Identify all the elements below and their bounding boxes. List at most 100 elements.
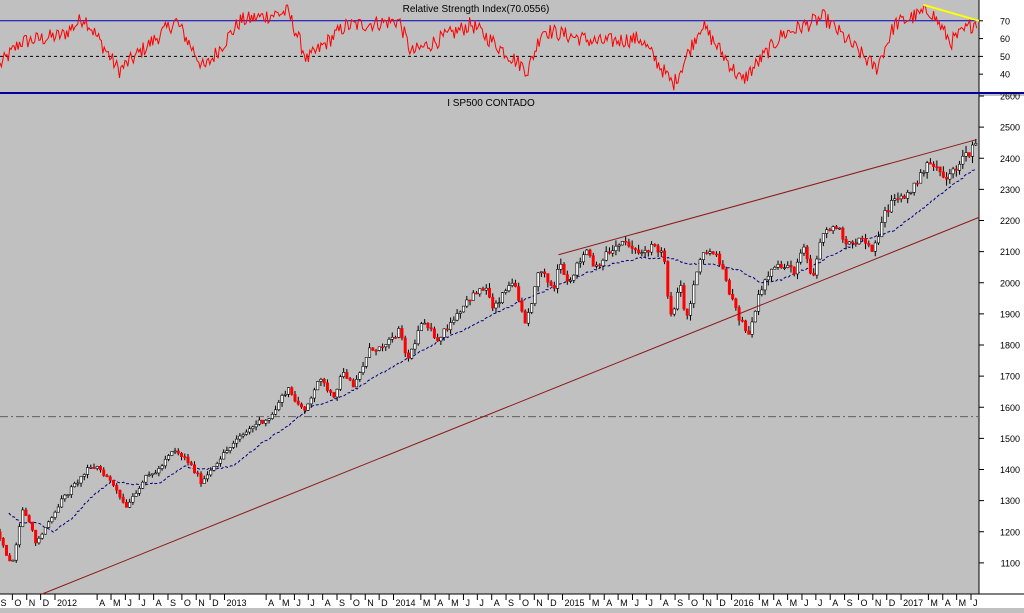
candle-up: [818, 241, 822, 260]
candle-down: [902, 195, 906, 199]
candle-down: [744, 320, 748, 332]
candle-down: [711, 251, 715, 255]
time-tick-label: J: [634, 598, 639, 608]
candle-up: [416, 330, 420, 345]
time-tick-label: S: [339, 598, 345, 608]
candle-down: [666, 261, 670, 297]
candle-up: [89, 467, 93, 469]
time-tick-label: A: [156, 598, 162, 608]
candle-up: [620, 240, 624, 246]
price-tick-label: 2500: [1000, 123, 1020, 133]
candle-down: [351, 379, 355, 388]
candle-up: [157, 468, 161, 474]
candle-up: [82, 474, 86, 477]
candle-up: [688, 303, 692, 316]
candle-up: [335, 388, 339, 398]
candle-up: [795, 261, 799, 275]
candle-down: [808, 258, 812, 274]
candle-up: [971, 144, 975, 157]
candle-down: [374, 350, 378, 352]
candle-up: [912, 182, 916, 193]
time-tick-label: 2016: [734, 598, 754, 608]
price-tick-label: 1700: [1000, 372, 1020, 382]
time-tick-label: N: [29, 598, 36, 608]
candle-up: [821, 233, 825, 243]
candle-up: [410, 348, 414, 359]
candle-down: [115, 485, 119, 491]
candle-down: [124, 501, 128, 508]
candle-up: [423, 322, 427, 325]
time-tick-label: A: [325, 598, 331, 608]
time-tick-label: M: [959, 598, 967, 608]
candle-up: [617, 244, 621, 247]
candle-down: [841, 227, 845, 240]
candle-down: [864, 238, 868, 244]
candle-up: [244, 431, 248, 435]
candle-up: [209, 469, 213, 476]
candle-up: [147, 474, 151, 477]
candle-down: [630, 245, 634, 249]
time-tick-label: 2014: [396, 598, 416, 608]
candle-down: [102, 469, 106, 476]
candle-down: [941, 171, 945, 178]
candle-down: [429, 327, 433, 330]
candle-up: [536, 272, 540, 288]
candle-down: [588, 249, 592, 256]
candle-down: [653, 244, 657, 247]
candle-up: [306, 403, 310, 411]
candle-up: [847, 241, 851, 245]
time-tick-label: 2017: [903, 598, 923, 608]
candle-down: [727, 280, 731, 295]
candle-up: [358, 372, 362, 380]
candle-down: [196, 472, 200, 475]
candle-down: [426, 322, 430, 329]
candle-up: [47, 521, 51, 528]
candle-up: [53, 511, 57, 518]
candle-down: [549, 281, 553, 286]
candle-up: [899, 195, 903, 200]
candle-down: [954, 168, 958, 171]
price-tick-label: 2200: [1000, 216, 1020, 226]
candle-down: [199, 473, 203, 484]
candle-down: [180, 452, 184, 457]
candle-down: [491, 296, 495, 309]
candle-up: [925, 162, 929, 173]
candle-up: [14, 544, 18, 561]
time-tick-label: J: [310, 598, 315, 608]
candle-down: [24, 509, 28, 516]
candle-up: [361, 366, 365, 374]
price-tick-label: 2400: [1000, 154, 1020, 164]
time-tick-label: 2012: [57, 598, 77, 608]
candle-up: [708, 251, 712, 254]
candle-up: [773, 266, 777, 270]
candle-down: [393, 336, 397, 339]
candle-up: [205, 474, 209, 480]
time-tick-label: J: [479, 598, 484, 608]
candle-up: [173, 450, 177, 453]
candle-up: [287, 387, 291, 395]
candle-up: [582, 254, 586, 263]
time-tick-label: M: [930, 598, 938, 608]
candle-down: [851, 241, 855, 244]
candle-up: [919, 172, 923, 184]
candle-up: [974, 143, 978, 146]
candle-up: [948, 173, 952, 180]
candle-up: [452, 319, 456, 323]
candle-up: [69, 486, 73, 495]
candle-up: [964, 152, 968, 157]
time-tick-label: O: [522, 598, 529, 608]
candle-up: [390, 336, 394, 340]
candle-up: [368, 347, 372, 358]
candle-up: [510, 282, 514, 286]
candle-up: [144, 475, 148, 483]
candle-up: [270, 413, 274, 419]
candle-up: [225, 450, 229, 453]
candle-down: [487, 287, 491, 298]
candle-up: [95, 466, 99, 469]
time-tick-label: J: [465, 598, 470, 608]
time-tick-label: O: [691, 598, 698, 608]
candle-down: [598, 264, 602, 267]
candle-down: [475, 292, 479, 295]
time-tick-label: M: [790, 598, 798, 608]
